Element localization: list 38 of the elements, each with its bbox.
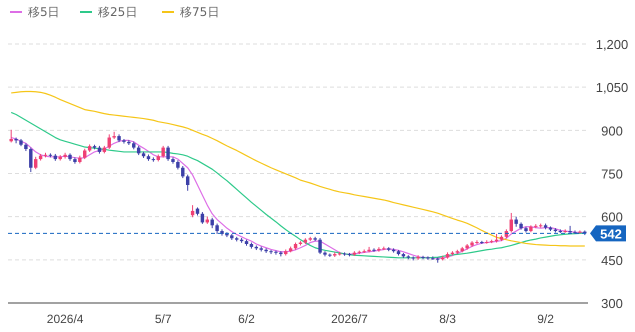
y-tick-label: 900 [601,123,623,138]
candlestick [510,212,513,233]
candlestick [186,174,190,192]
x-tick-label: 2026/4 [46,312,84,326]
candlestick [29,147,33,173]
line-series [10,112,586,258]
candlestick [136,145,140,156]
y-tick-label: 750 [601,166,623,182]
candlestick [210,217,214,229]
candlestick [166,145,170,162]
y-tick-label: 600 [601,210,623,225]
candlestick [200,212,204,224]
candlestick [34,156,38,170]
x-tick-label: 8/3 [439,312,456,326]
candlestick [161,145,165,158]
candlestick [83,148,86,160]
y-tick-label: 450 [601,252,623,268]
legend-label: 移5日 [28,5,60,19]
candlestick [318,237,322,255]
legend-label: 移25日 [98,5,138,19]
candlestick [215,223,219,234]
candlestick [108,134,111,150]
y-tick-label: 300 [601,296,623,311]
candlestick [181,166,184,179]
candlestick [9,129,13,143]
x-tick-label: 6/2 [238,312,256,326]
x-tick-label: 2026/7 [331,312,368,326]
ref-line-label: 542 [600,226,622,242]
legend-label: 移75日 [180,5,220,19]
x-tick-label: 5/7 [154,312,172,326]
y-tick-label: 1,200 [596,37,628,52]
line-series [10,90,586,247]
candlestick [514,216,518,228]
y-tick-label: 1,050 [596,80,628,96]
candlestick [176,160,180,170]
candlestick [190,204,194,218]
x-tick-label: 9/2 [537,312,554,326]
line-series [10,136,586,259]
